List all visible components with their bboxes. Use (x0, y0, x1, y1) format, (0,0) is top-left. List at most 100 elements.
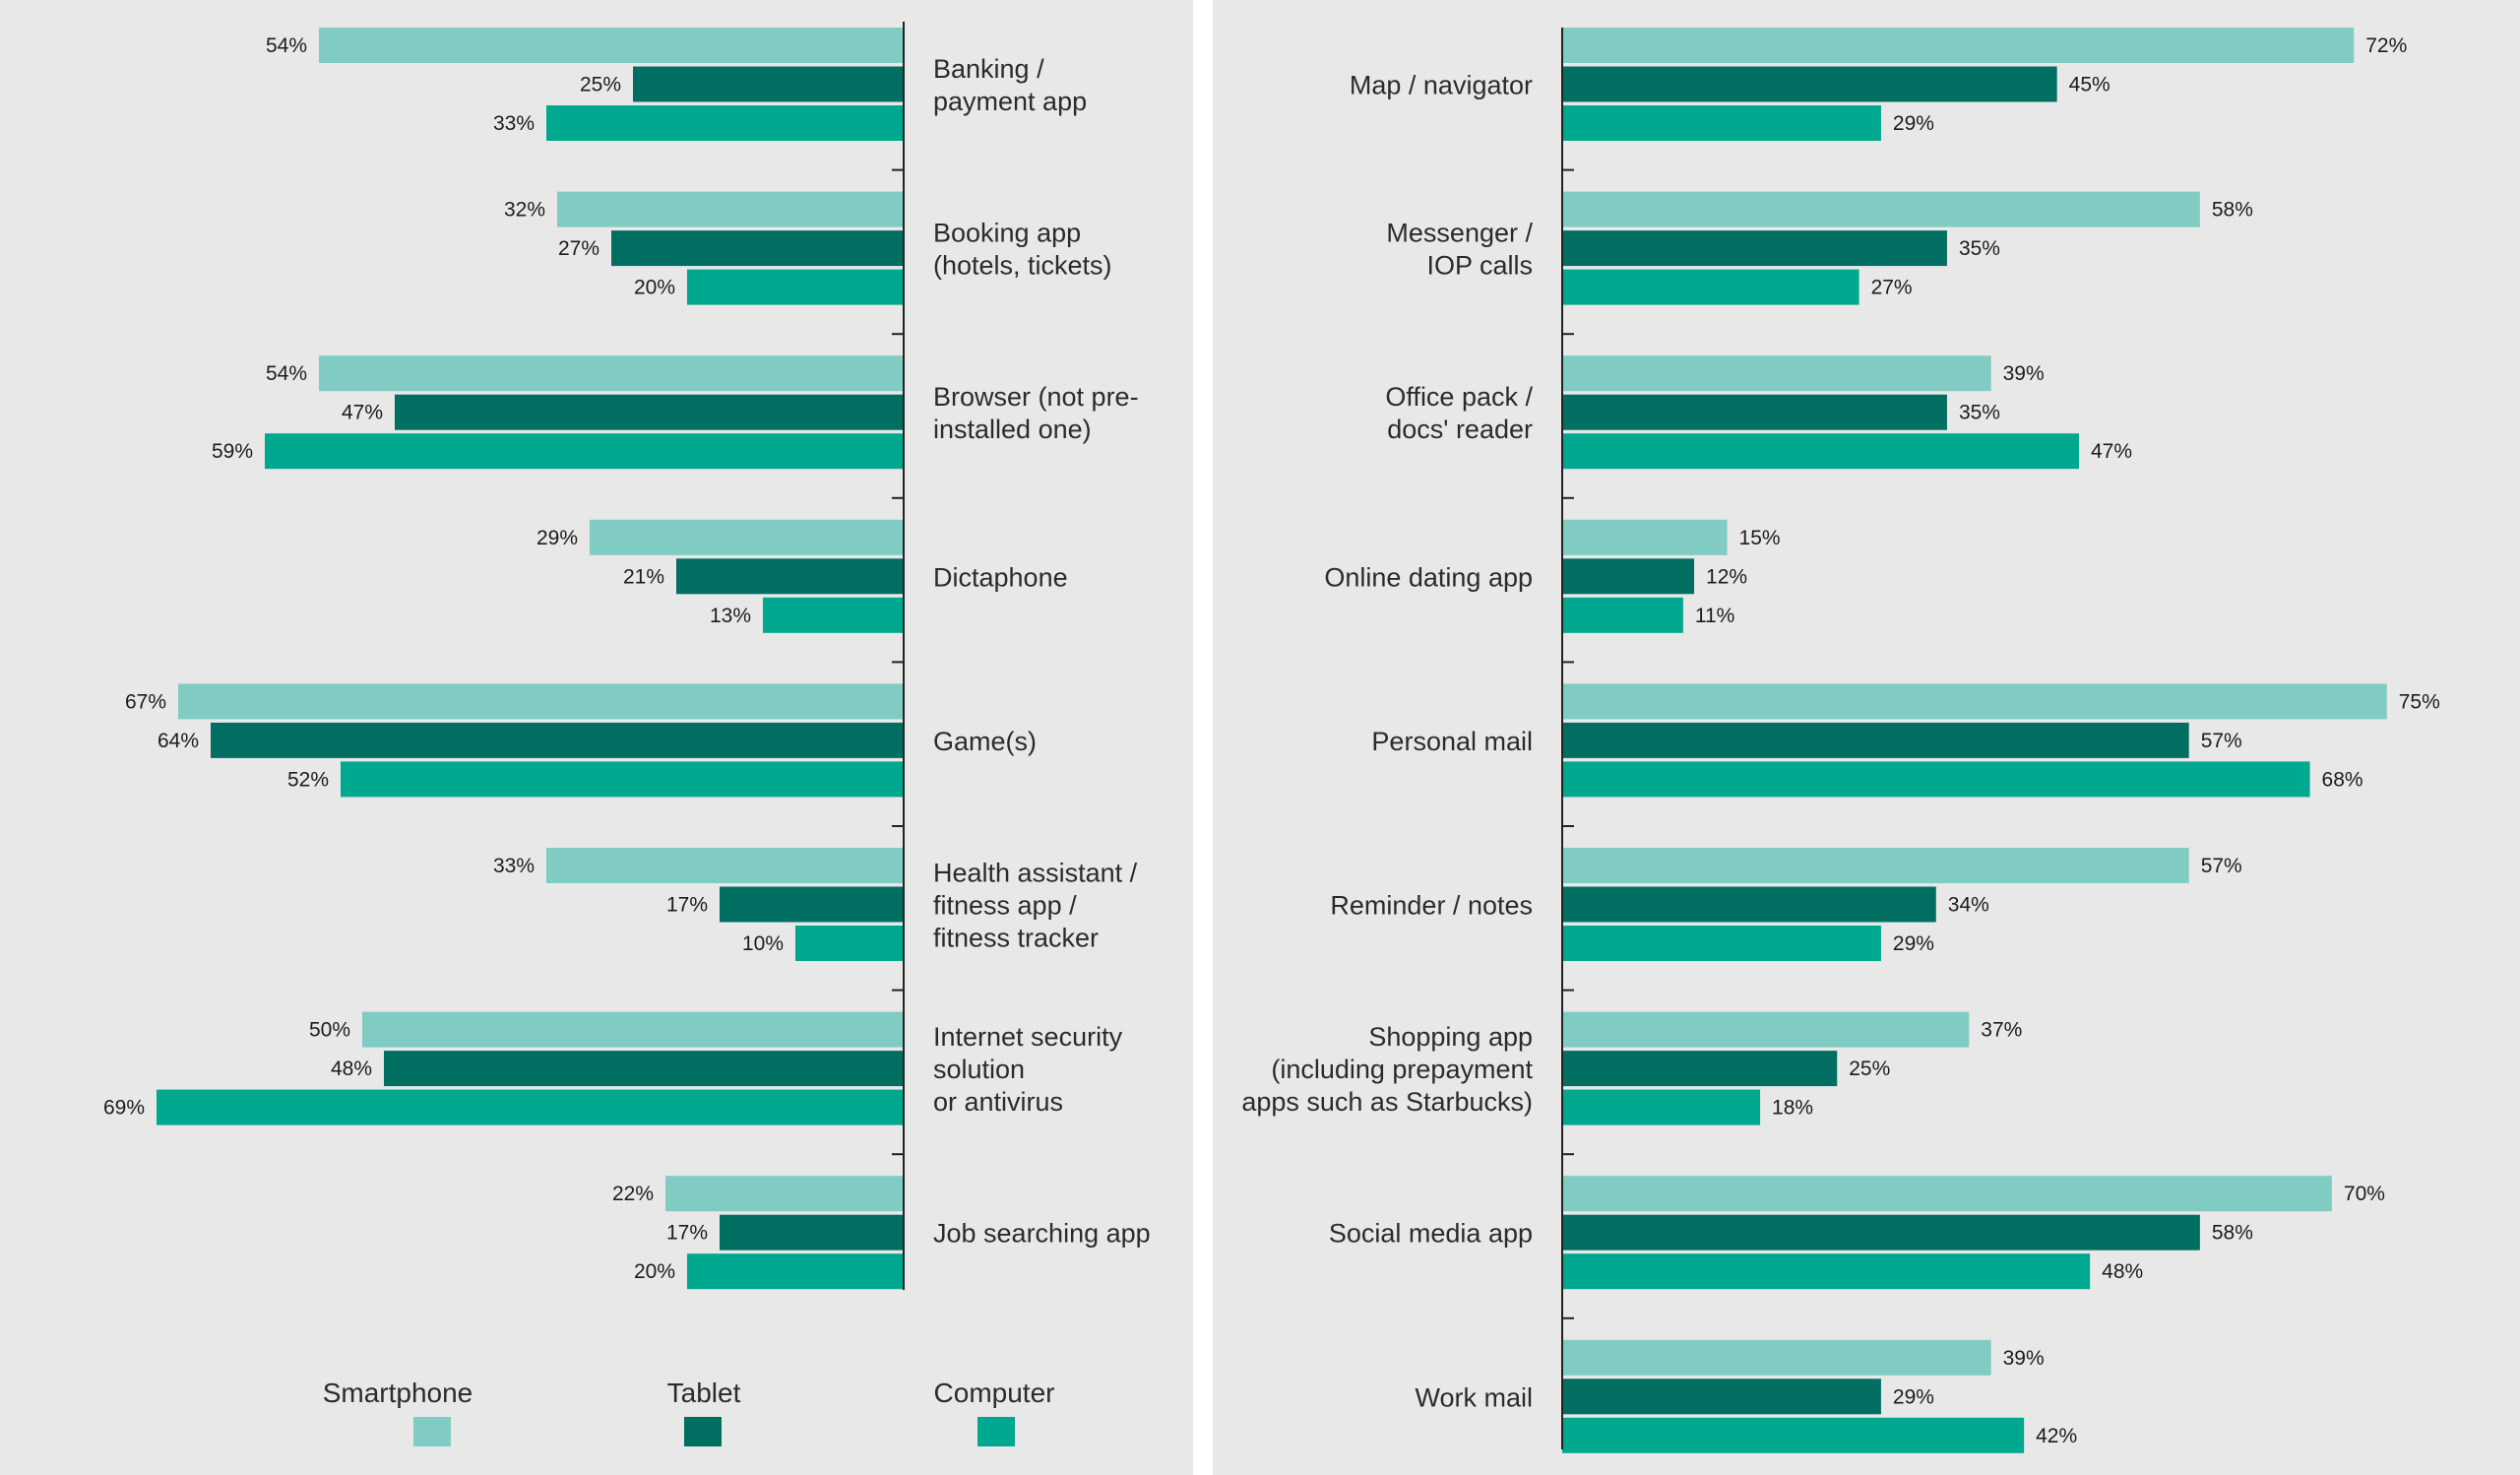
bar-tablet (1562, 394, 1947, 430)
data-label: 27% (558, 237, 599, 260)
data-label: 11% (1695, 605, 1734, 627)
bar-computer (1562, 1089, 1761, 1125)
data-label: 13% (710, 605, 751, 627)
bar-tablet (720, 1214, 904, 1251)
category-group: 15% 12% 11% Online dating app (1324, 519, 1781, 633)
category-label: IOP calls (1426, 251, 1533, 281)
data-label: 47% (2091, 440, 2132, 463)
data-label: 57% (2201, 730, 2242, 752)
bar-smartphone (665, 1176, 904, 1212)
data-label: 12% (1706, 565, 1747, 588)
legend-label: Smartphone (323, 1378, 473, 1408)
legend-swatch-computer (977, 1417, 1015, 1446)
category-label: Internet security (933, 1022, 1123, 1052)
data-label: 58% (2212, 1222, 2253, 1245)
bar-smartphone (319, 355, 904, 392)
legend: Smartphone Tablet Computer (323, 1378, 1054, 1446)
bar-tablet (1562, 1051, 1838, 1087)
data-label: 18% (1772, 1097, 1813, 1120)
bar-tablet (720, 886, 904, 923)
bar-tablet (384, 1051, 904, 1087)
bar-smartphone (1562, 683, 2387, 720)
data-label: 33% (493, 112, 535, 135)
bar-smartphone (590, 519, 904, 555)
category-group: 58% 35% 27% Messenger / IOP calls (1386, 191, 2253, 305)
data-label: 29% (1893, 112, 1934, 135)
category-label: Health assistant / (933, 859, 1138, 888)
category-label: Personal mail (1371, 727, 1533, 756)
data-label: 20% (634, 277, 675, 299)
category-group: 22% 17% 20% Job searching app (612, 1176, 1151, 1290)
data-label: 39% (2003, 362, 2045, 385)
bar-smartphone (1562, 848, 2189, 883)
category-label: Game(s) (933, 727, 1037, 756)
category-label: (including prepayment (1271, 1055, 1533, 1084)
bar-computer (687, 269, 904, 305)
data-label: 42% (2036, 1425, 2077, 1447)
bar-tablet (1562, 1379, 1881, 1415)
category-label: Browser (not pre- (933, 382, 1139, 412)
data-label: 35% (1959, 237, 2000, 260)
category-label: or antivirus (933, 1087, 1063, 1117)
bar-tablet (1562, 1214, 2200, 1251)
category-group: 29% 21% 13% Dictaphone (536, 519, 1068, 633)
category-label: fitness tracker (933, 924, 1099, 953)
bar-computer (1562, 926, 1881, 961)
category-label: apps such as Starbucks) (1241, 1087, 1533, 1117)
data-label: 75% (2399, 690, 2440, 713)
bar-smartphone (557, 191, 904, 227)
category-label: fitness app / (933, 891, 1077, 921)
category-label: solution (933, 1055, 1025, 1084)
bar-tablet (1562, 66, 2057, 102)
category-group: 32% 27% 20% Booking app (hotels, tickets) (504, 191, 1112, 305)
data-label: 58% (2212, 199, 2253, 222)
legend-swatch-smartphone (413, 1417, 451, 1446)
bar-computer (763, 597, 904, 633)
bar-tablet (395, 394, 904, 430)
data-label: 48% (331, 1058, 372, 1080)
bar-tablet (211, 722, 904, 758)
category-group: 39% 29% 42% Work mail (1415, 1339, 2077, 1453)
data-label: 54% (266, 34, 307, 57)
bar-computer (1562, 105, 1881, 141)
category-group: 75% 57% 68% Personal mail (1371, 683, 2440, 798)
category-group: 72% 45% 29% Map / navigator (1350, 28, 2407, 141)
category-group: 50% 48% 69% Internet security solution or ant… (103, 1011, 1123, 1125)
bar-smartphone (1562, 355, 1991, 392)
data-label: 39% (2003, 1347, 2045, 1370)
bar-smartphone (1562, 1339, 1991, 1376)
data-label: 57% (2201, 855, 2242, 877)
data-label: 59% (212, 440, 253, 463)
bar-computer (1562, 433, 2079, 470)
data-label: 29% (1893, 1385, 1934, 1408)
data-label: 25% (580, 74, 621, 96)
category-group: 70% 58% 48% Social media app (1329, 1176, 2385, 1290)
data-label: 67% (125, 690, 166, 713)
category-label: Banking / (933, 54, 1044, 84)
category-group: 33% 17% 10% Health assistant / fitness app /… (493, 848, 1138, 961)
bar-tablet (611, 230, 904, 267)
category-group: 39%35% 47% Office pack / docs' reader (1385, 355, 2132, 470)
bar-computer (795, 926, 904, 961)
legend-label: Tablet (667, 1378, 741, 1408)
bar-smartphone (1562, 1011, 1970, 1048)
bar-computer (1562, 269, 1859, 305)
data-label: 48% (2102, 1260, 2143, 1283)
data-label: 17% (666, 1222, 708, 1245)
category-group: 54% 47% 59% Browser (not pre-installed one) (212, 355, 1139, 470)
bar-smartphone (1562, 191, 2200, 227)
data-label: 50% (309, 1019, 350, 1042)
category-label: Work mail (1415, 1382, 1533, 1412)
bar-computer (1562, 1253, 2091, 1290)
data-label: 70% (2344, 1183, 2385, 1205)
data-label: 35% (1959, 402, 2000, 424)
data-label: 69% (103, 1097, 145, 1120)
bar-computer (546, 105, 904, 141)
bar-tablet (1562, 230, 1947, 267)
data-label: 20% (634, 1260, 675, 1283)
chart-panel-right: 72% 45% 29% Map / navigator 58% 35% 27% Messeng… (1241, 28, 2440, 1453)
data-label: 34% (1948, 894, 1989, 917)
bar-smartphone (362, 1011, 904, 1048)
